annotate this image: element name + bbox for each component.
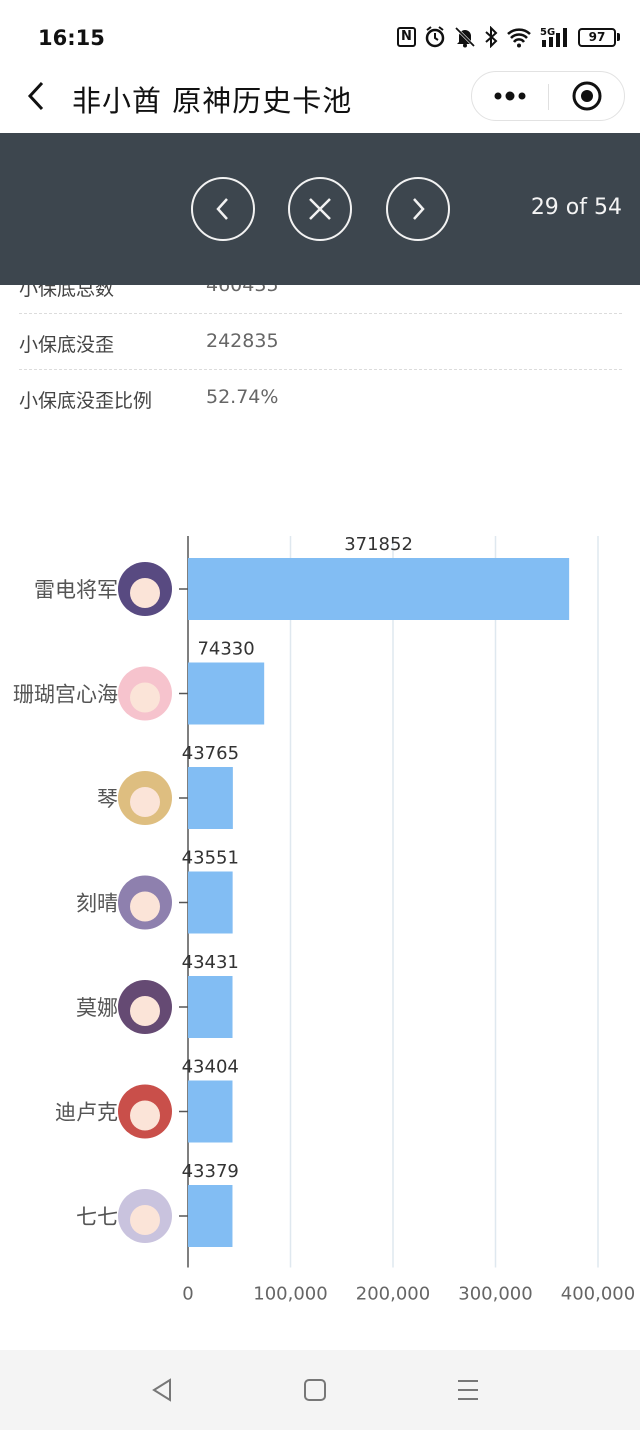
back-button[interactable] [18, 78, 54, 114]
info-row: 小保底没歪比例 52.74% [19, 370, 622, 426]
category-label: 刻晴 [76, 892, 118, 916]
category-label: 珊瑚宫心海 [13, 683, 118, 707]
x-tick-label: 300,000 [458, 1284, 532, 1305]
character-face [130, 682, 160, 713]
system-home-button[interactable] [295, 1374, 335, 1406]
bar [188, 558, 570, 620]
system-navigation-bar [0, 1350, 640, 1430]
chevron-right-icon [413, 198, 425, 220]
find-next-button[interactable] [386, 177, 450, 241]
status-time: 16:15 [38, 26, 105, 50]
bar [188, 1080, 233, 1143]
character-face [130, 996, 160, 1026]
x-tick-label: 200,000 [356, 1284, 430, 1305]
mute-bell-icon [454, 24, 476, 50]
nfc-icon: N [397, 27, 416, 47]
find-previous-button[interactable] [191, 177, 255, 241]
close-miniprogram-button[interactable] [549, 72, 625, 120]
menu-lines-icon [458, 1380, 478, 1400]
status-bar: 16:15 N 5G 97 [0, 0, 640, 72]
find-in-page-bar: 29 of 54 [0, 133, 640, 285]
info-label: 小保底没歪比例 [19, 390, 153, 412]
find-result-counter: 29 of 54 [530, 195, 622, 220]
x-tick-label: 100,000 [253, 1284, 327, 1305]
bar-value-label: 43551 [182, 848, 239, 869]
info-value: 52.74% [206, 386, 279, 408]
x-tick-label: 400,000 [561, 1284, 635, 1305]
status-icons: N 5G 97 [397, 24, 620, 50]
category-label: 莫娜 [76, 996, 118, 1020]
info-label: 小保底没歪 [19, 334, 115, 356]
character-face [130, 1205, 160, 1235]
category-label: 琴 [97, 787, 118, 811]
bar [188, 767, 233, 829]
chevron-left-icon [27, 81, 44, 111]
nav-bar: 非小酋 原神历史卡池 [0, 71, 640, 134]
character-face [130, 891, 160, 922]
category-label: 七七 [76, 1205, 118, 1229]
info-value: 242835 [206, 330, 279, 352]
battery-level: 97 [578, 27, 616, 47]
more-dots-icon [494, 91, 526, 101]
category-label: 雷电将军 [34, 578, 118, 602]
wifi-icon [506, 24, 532, 50]
bluetooth-icon [484, 24, 498, 50]
bar [188, 662, 265, 725]
bar [188, 1185, 233, 1247]
x-tick-label: 0 [182, 1284, 193, 1305]
character-face [130, 1100, 160, 1131]
triangle-back-icon [152, 1378, 171, 1402]
bar-value-label: 43379 [182, 1161, 239, 1182]
bar-value-label: 43404 [182, 1057, 239, 1078]
bar [188, 871, 233, 934]
alarm-icon [424, 24, 446, 50]
bar-value-label: 43431 [182, 952, 239, 973]
chevron-left-icon [216, 198, 228, 220]
battery-icon: 97 [578, 27, 620, 47]
bar-value-label: 74330 [197, 639, 254, 660]
system-back-button[interactable] [142, 1374, 182, 1406]
category-label: 迪卢克 [55, 1101, 118, 1125]
svg-text:5G: 5G [540, 27, 555, 38]
capsule-divider [548, 84, 549, 110]
character-face [130, 787, 160, 817]
bar-chart-svg: 0 100,000 200,000 300,000 400,000 371852 雷电将军 7… [13, 534, 635, 1305]
bar-chart: 0 100,000 200,000 300,000 400,000 371852 雷电将军 7… [0, 510, 640, 1310]
bar-value-label: 371852 [344, 534, 413, 555]
signal-icon: 5G [540, 24, 570, 50]
find-close-button[interactable] [288, 177, 352, 241]
character-face [130, 578, 160, 608]
mini-program-capsule [471, 71, 625, 121]
info-row: 小保底没歪 242835 [19, 314, 622, 370]
page-title: 非小酋 原神历史卡池 [72, 84, 353, 118]
bar-value-label: 43765 [182, 743, 239, 764]
bar [188, 976, 233, 1038]
close-icon [309, 198, 331, 220]
more-button[interactable] [472, 72, 548, 120]
target-close-icon [572, 81, 602, 111]
system-menu-button[interactable] [448, 1374, 488, 1406]
square-home-icon [304, 1379, 326, 1401]
